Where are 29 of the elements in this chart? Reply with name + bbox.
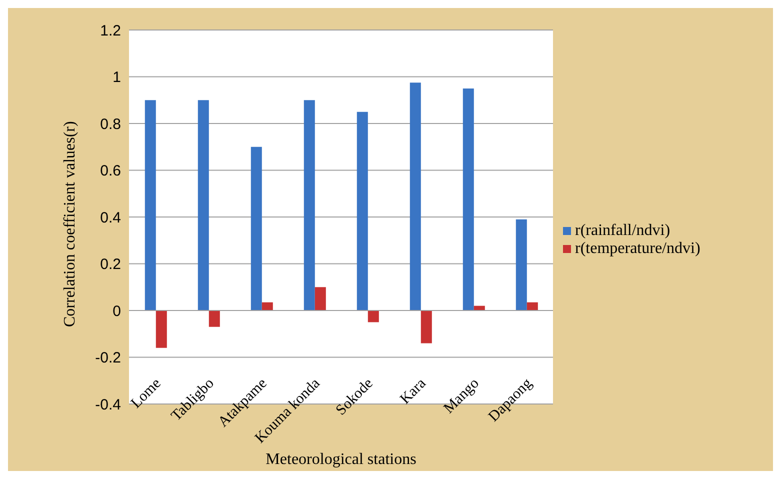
bar	[144, 100, 156, 310]
y-tick-label: -0.4	[95, 396, 121, 414]
bar	[208, 310, 220, 327]
bar	[262, 302, 273, 310]
y-tick-label: 1.2	[100, 22, 121, 40]
bar	[198, 100, 209, 310]
bar	[462, 88, 474, 310]
y-axis-title: Correlation coefficient values(r)	[62, 121, 79, 327]
bar	[368, 310, 379, 322]
bar	[356, 112, 368, 310]
bar	[526, 302, 538, 310]
x-axis-title: Meteorological stations	[266, 451, 416, 468]
y-tick-label: 0.8	[100, 116, 121, 133]
legend-label: r(temperature/ndvi)	[575, 240, 700, 256]
y-tick-label: 0	[112, 302, 121, 320]
x-tick-label: Kara	[397, 375, 430, 408]
bar	[410, 82, 421, 310]
legend-label: r(rainfall/ndvi)	[575, 222, 670, 238]
y-tick-label: 0.4	[100, 209, 121, 226]
bar	[156, 310, 167, 348]
bar	[314, 287, 326, 310]
bar	[304, 100, 315, 310]
y-tick-label: 1	[112, 69, 121, 86]
bar	[250, 146, 262, 310]
y-tick-label: 0.2	[100, 256, 121, 274]
bar	[516, 219, 527, 310]
y-tick-label: 0.6	[100, 162, 121, 180]
bar	[420, 310, 432, 344]
y-tick-label: -0.2	[95, 350, 121, 367]
